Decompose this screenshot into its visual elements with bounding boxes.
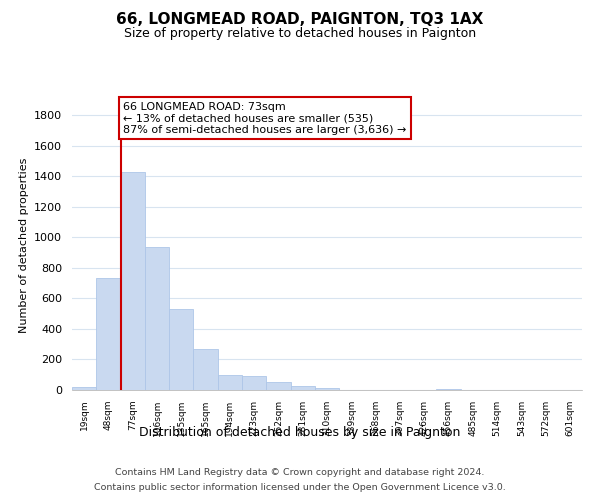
Text: Contains public sector information licensed under the Open Government Licence v3: Contains public sector information licen… [94,483,506,492]
Text: Distribution of detached houses by size in Paignton: Distribution of detached houses by size … [139,426,461,439]
Bar [193,349,218,390]
Bar [72,387,96,390]
Bar [96,278,121,390]
Bar [242,376,266,390]
Y-axis label: Number of detached properties: Number of detached properties [19,158,29,332]
Bar [121,172,145,390]
Text: 66 LONGMEAD ROAD: 73sqm
← 13% of detached houses are smaller (535)
87% of semi-d: 66 LONGMEAD ROAD: 73sqm ← 13% of detache… [123,102,406,134]
Text: 66, LONGMEAD ROAD, PAIGNTON, TQ3 1AX: 66, LONGMEAD ROAD, PAIGNTON, TQ3 1AX [116,12,484,28]
Bar [145,248,169,390]
Bar [290,386,315,390]
Bar [315,388,339,390]
Bar [266,382,290,390]
Text: Contains HM Land Registry data © Crown copyright and database right 2024.: Contains HM Land Registry data © Crown c… [115,468,485,477]
Bar [436,389,461,390]
Text: Size of property relative to detached houses in Paignton: Size of property relative to detached ho… [124,28,476,40]
Bar [169,309,193,390]
Bar [218,374,242,390]
